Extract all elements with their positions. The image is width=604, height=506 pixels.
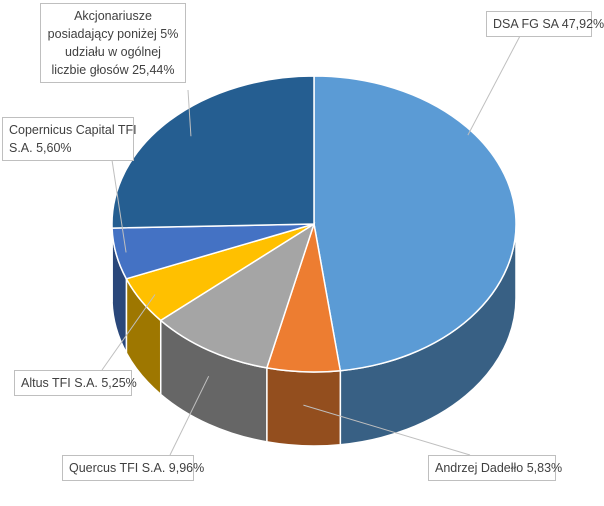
pie-slice-quercus	[159, 222, 316, 369]
leader-line-andrzej-dadello	[303, 404, 471, 456]
data-label-akcjonariusze: Akcjonariusze posiadający poniżej 5% udz…	[40, 3, 186, 83]
leader-lines	[101, 35, 521, 456]
data-label-quercus: Quercus TFI S.A. 9,96%	[62, 455, 204, 481]
data-label-copernicus: Copernicus Capital TFI S.A. 5,60%	[2, 117, 137, 161]
pie-side-andrzej-dadello	[266, 367, 342, 447]
data-label-dsa-fg: DSA FG SA 47,92%	[486, 11, 604, 37]
pie-sides	[111, 223, 517, 447]
leader-line-akcjonariusze	[187, 89, 192, 137]
pie-slice-dsa-fg	[313, 75, 517, 372]
data-label-andrzej-dadello: Andrzej Dadełło 5,83%	[428, 455, 562, 481]
leader-line-quercus	[169, 375, 210, 456]
leader-line-altus	[101, 294, 156, 371]
data-label-altus: Altus TFI S.A. 5,25%	[14, 370, 137, 396]
pie-slice-akcjonariusze	[111, 75, 315, 229]
leader-line-dsa-fg	[467, 35, 521, 136]
pie-tops	[111, 75, 517, 373]
leader-line-copernicus	[111, 159, 127, 253]
